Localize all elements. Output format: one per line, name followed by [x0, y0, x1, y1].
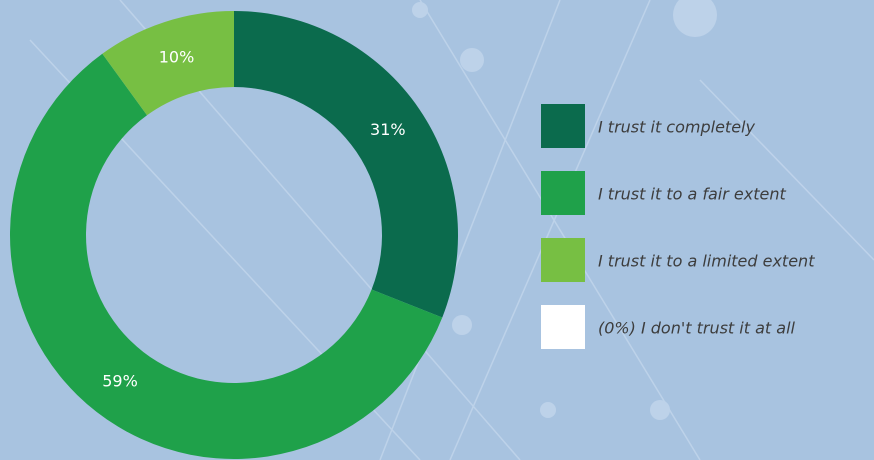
legend-label: (0%) I don't trust it at all — [598, 319, 796, 338]
legend-swatch — [541, 238, 585, 282]
donut-slice — [10, 53, 443, 459]
legend-label: I trust it completely — [598, 118, 755, 137]
donut-slice — [234, 11, 458, 318]
donut-slice — [102, 10, 234, 116]
legend-label: I trust it to a limited extent — [598, 252, 815, 271]
data-label: 59% — [102, 371, 138, 390]
data-label: 10% — [159, 48, 195, 67]
legend-label: I trust it to a fair extent — [598, 185, 786, 204]
legend-swatch — [541, 171, 585, 215]
decoration — [29, 0, 874, 460]
legend-swatch — [541, 305, 585, 349]
legend-swatch — [541, 104, 585, 148]
legend: I trust it completely I trust it to a fai… — [541, 104, 815, 349]
data-label: 31% — [370, 120, 406, 139]
donut: 31% 59% 10% — [10, 10, 458, 459]
